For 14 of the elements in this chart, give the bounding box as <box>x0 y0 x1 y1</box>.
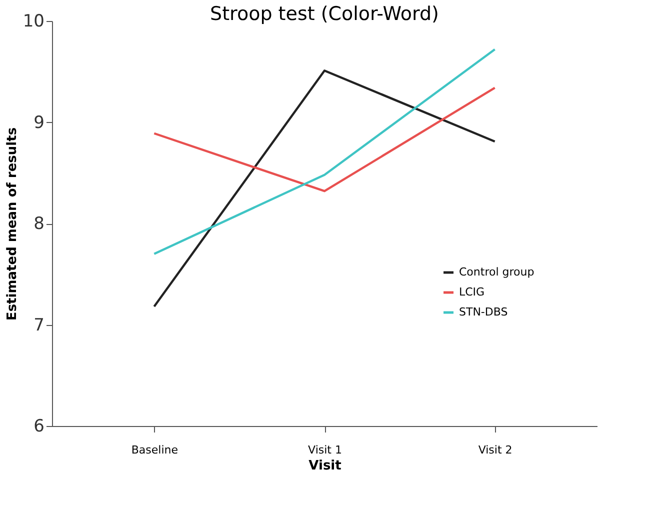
x-tick-label: Baseline <box>131 444 178 456</box>
x-axis-title: Visit <box>308 458 342 474</box>
legend-label: LCIG <box>459 286 485 298</box>
y-axis-title: Estimated mean of results <box>4 127 20 321</box>
y-tick-label: 9 <box>34 112 44 133</box>
y-tick-label: 7 <box>34 315 44 336</box>
chart-title: Stroop test (Color-Word) <box>210 3 439 25</box>
legend-label: Control group <box>459 266 534 278</box>
x-tick-label: Visit 1 <box>308 444 342 456</box>
legend-label: STN-DBS <box>459 306 508 318</box>
y-tick-label: 10 <box>22 12 44 32</box>
y-tick-label: 8 <box>34 214 44 234</box>
y-tick-label: 6 <box>34 416 44 436</box>
x-tick-label: Visit 2 <box>478 444 512 456</box>
